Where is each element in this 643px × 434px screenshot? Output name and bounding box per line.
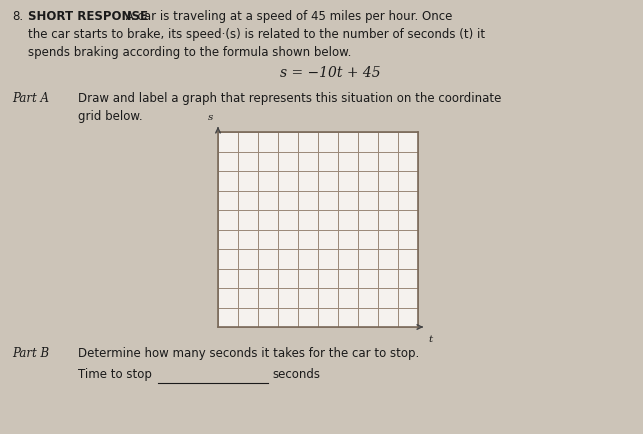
Text: Determine how many seconds it takes for the car to stop.: Determine how many seconds it takes for … (78, 347, 419, 360)
Text: Draw and label a graph that represents this situation on the coordinate: Draw and label a graph that represents t… (78, 92, 502, 105)
Text: t: t (428, 335, 432, 344)
Text: seconds: seconds (272, 368, 320, 381)
Text: s = −10t + 45: s = −10t + 45 (280, 66, 380, 80)
Text: Time to stop: Time to stop (78, 368, 152, 381)
Text: A car is traveling at a speed of 45 miles per hour. Once: A car is traveling at a speed of 45 mile… (122, 10, 453, 23)
Text: the car starts to brake, its speed·(s) is related to the number of seconds (t) i: the car starts to brake, its speed·(s) i… (28, 28, 485, 41)
Bar (218, 132, 418, 327)
Text: Part A: Part A (12, 92, 49, 105)
Text: Part B: Part B (12, 347, 49, 360)
Text: SHORT RESPONSE: SHORT RESPONSE (28, 10, 148, 23)
Text: 8.: 8. (12, 10, 23, 23)
Text: spends braking according to the formula shown below.: spends braking according to the formula … (28, 46, 351, 59)
Text: grid below.: grid below. (78, 110, 143, 123)
Text: s: s (208, 113, 213, 122)
